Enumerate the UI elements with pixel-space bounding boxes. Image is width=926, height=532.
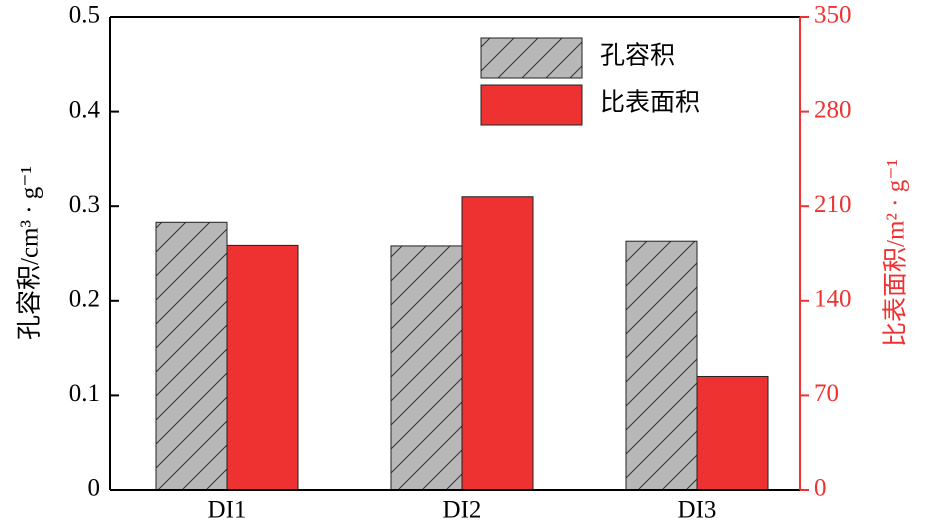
legend-label: 比表面积 [600,89,700,117]
y-tick-label: 0.5 [69,2,100,29]
bar [461,196,534,491]
y2-tick-label: 70 [814,380,839,407]
y2-tick-label: 350 [814,2,852,29]
y-axis-label: 孔容积/cm³ · g⁻¹ [16,166,44,340]
y2-axis-label: 比表面积/m² · g⁻¹ [882,159,910,347]
bar [226,244,299,491]
bar [155,221,228,491]
y-tick-label: 0.4 [69,96,101,123]
x-tick-label: DI3 [678,497,717,524]
legend-swatch [480,37,583,79]
y-tick-label: 0.2 [69,286,100,313]
y-tick-label: 0.1 [69,380,100,407]
y2-tick-label: 280 [814,96,852,123]
x-tick-label: DI2 [443,497,482,524]
bar [390,245,463,491]
legend-swatch [480,84,583,126]
y2-tick-label: 140 [814,286,852,313]
y2-tick-label: 0 [814,475,827,502]
x-tick-label: DI1 [208,497,247,524]
bar [696,375,769,491]
bar [625,240,698,491]
legend-label: 孔容积 [600,42,675,70]
y-tick-label: 0.3 [69,191,100,218]
y2-tick-label: 210 [814,191,852,218]
y-tick-label: 0 [88,475,101,502]
